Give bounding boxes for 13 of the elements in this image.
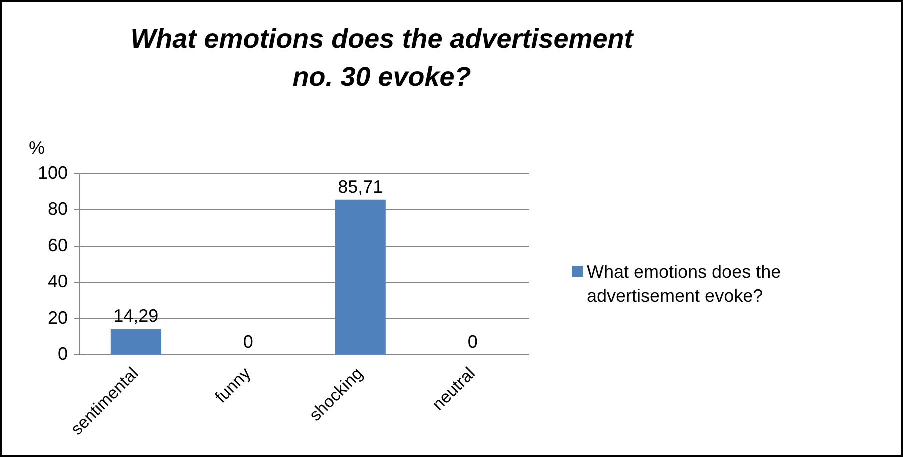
- data-label: 0: [468, 332, 478, 352]
- y-tick-label: 60: [48, 235, 68, 256]
- y-axis-title: %: [28, 138, 46, 158]
- data-label: 0: [243, 332, 254, 352]
- legend-label: What emotions does the advertisement evoke?: [587, 261, 782, 308]
- chart-title: What emotions does the advertisement no. 30 evoke?: [130, 23, 635, 94]
- y-tick-label: 80: [48, 199, 68, 220]
- y-tick-label: 20: [48, 308, 68, 328]
- data-label: 14,29: [114, 306, 159, 326]
- y-tick-label: 40: [48, 272, 68, 292]
- data-label: 85,71: [338, 176, 384, 197]
- y-tick-label: 100: [38, 162, 68, 183]
- y-tick-label: 0: [58, 344, 68, 364]
